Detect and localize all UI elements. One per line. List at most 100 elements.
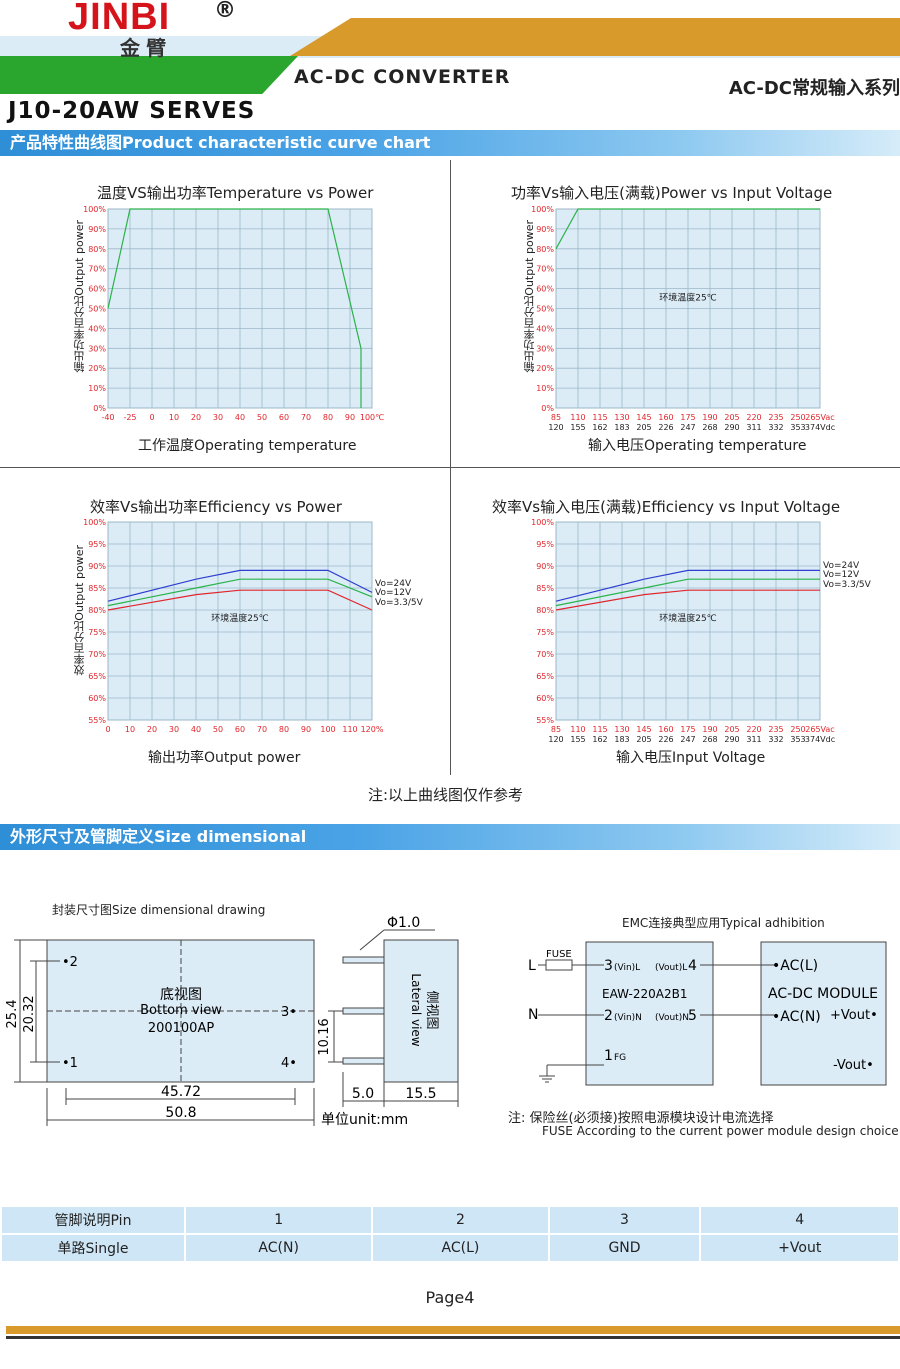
chart2-xlabel: 输入电压Operating temperature <box>588 438 807 454</box>
x-tick-label-ac: 130 <box>614 725 629 734</box>
chart-annotation: 环境温度25℃ <box>211 612 269 624</box>
header-title: AC-DC CONVERTER <box>294 66 511 88</box>
x-tick-label-dc: 155 <box>570 735 585 744</box>
y-tick-label: 70% <box>88 650 106 659</box>
chart2-svg: 0% 10% 20% 30% 40% 50% 60% 70% 80% 90% 100% 85 110 11… <box>531 205 835 432</box>
pin4-label: 4• <box>281 1056 297 1071</box>
emc-module-box <box>585 941 714 1086</box>
y-tick-label: 70% <box>536 650 554 659</box>
legend-entry: Vo=24V <box>823 561 860 571</box>
x-tick-label: 90 <box>345 413 355 422</box>
x-tick-label-ac: 110 <box>570 413 585 422</box>
table-cell: 单路Single <box>0 1233 186 1263</box>
footer-gold-line <box>6 1326 900 1334</box>
bottom-view-cn: 底视图 <box>160 987 202 1003</box>
page-number: Page4 <box>425 1288 475 1307</box>
x-tick-label: 30 <box>169 725 179 734</box>
x-tick-label: 50 <box>213 725 223 734</box>
chart3-title: 效率Vs输出功率Efficiency vs Power <box>90 498 342 516</box>
x-tick-label-ac: 190 <box>702 413 717 422</box>
x-tick-label: 100℃ <box>360 413 384 422</box>
y-tick-label: 30% <box>88 344 106 353</box>
y-tick-label: 55% <box>88 716 106 725</box>
pin1-sub: FG <box>614 1053 626 1063</box>
legend-entry: Vo=3.3/5V <box>375 598 424 608</box>
x-tick-label-ac: 235 <box>768 413 783 422</box>
pin5: 5 <box>688 1008 697 1024</box>
quadrant-divider-horizontal <box>0 467 900 468</box>
pin5-sub: (Vout)N <box>655 1013 689 1023</box>
series-line <box>555 578 820 607</box>
x-tick-label: 120% <box>361 725 384 734</box>
pin-table: 管脚说明Pin 1 2 3 4 单路Single AC(N) AC(L) GND… <box>0 1205 900 1263</box>
x-tick-label-ac: 115 <box>592 413 607 422</box>
x-tick-label-ac: 85 <box>551 413 561 422</box>
y-tick-label: 55% <box>536 716 554 725</box>
y-tick-label: 10% <box>536 384 554 393</box>
y-tick-label: 90% <box>536 225 554 234</box>
x-tick-label-dc: 332 <box>768 735 783 744</box>
section-dimension-header: 外形尺寸及管脚定义Size dimensional <box>0 824 900 850</box>
y-tick-label: 60% <box>536 694 554 703</box>
series-line <box>107 569 373 602</box>
x-tick-label-ac: 145 <box>636 413 651 422</box>
pin1: 1 <box>604 1048 613 1064</box>
chart4-xlabel: 输入电压Input Voltage <box>616 750 766 766</box>
y-tick-label: 90% <box>88 562 106 571</box>
x-tick-label-ac: 250 <box>790 725 805 734</box>
curve-note: 注:以上曲线图仅作参考 <box>368 786 524 804</box>
y-tick-label: 80% <box>88 606 106 615</box>
acdc-module-box <box>760 941 887 1086</box>
y-tick-label: 30% <box>536 344 554 353</box>
x-tick-label-ac: 175 <box>680 413 695 422</box>
y-tick-label: 75% <box>88 628 106 637</box>
pin2: 2 <box>604 1008 613 1024</box>
x-tick-label-dc: 226 <box>658 423 673 432</box>
x-tick-label: 20 <box>191 413 201 422</box>
pin3: 3 <box>604 958 613 974</box>
x-tick-label-ac: 190 <box>702 725 717 734</box>
x-tick-label: 20 <box>147 725 157 734</box>
header-gold-band <box>290 18 900 56</box>
y-tick-label: 40% <box>536 324 554 333</box>
lateral-view-en: Lateral view <box>409 973 423 1046</box>
vout-negative: -Vout• <box>833 1058 874 1073</box>
part-number: 200100AP <box>148 1021 215 1036</box>
chart4-title: 效率Vs输入电压(满载)Efficiency vs Input Voltage <box>492 498 841 516</box>
y-tick-label: 0% <box>93 404 106 413</box>
y-tick-label: 80% <box>536 606 554 615</box>
x-tick-label-dc: 353 <box>790 423 805 432</box>
unit-label: 单位unit:mm <box>321 1112 408 1128</box>
emc-diagram: L FUSE 3 (Vin)L (Vout)L 4 EAW-220A2B1 N … <box>528 941 887 1086</box>
chart1-xlabel: 工作温度Operating temperature <box>138 438 357 454</box>
x-tick-label: 0 <box>105 725 110 734</box>
legend-entry: Vo=24V <box>375 579 412 589</box>
pin2-sub: (Vin)N <box>614 1013 642 1023</box>
x-tick-label: 30 <box>213 413 223 422</box>
table-cell: AC(L) <box>371 1233 550 1263</box>
x-tick-label: 70 <box>301 413 311 422</box>
x-tick-label-dc: 226 <box>658 735 673 744</box>
x-tick-label-ac: 220 <box>746 413 761 422</box>
y-tick-label: 20% <box>536 364 554 373</box>
ac-n-label: •AC(N) <box>772 1009 821 1025</box>
x-tick-label-ac: 220 <box>746 725 761 734</box>
footer-dark-line <box>6 1336 900 1339</box>
pin1-label: •1 <box>62 1056 78 1071</box>
dimension-drawing: •2 •1 3• 4• 底视图 Bottom view 200100AP 25.… <box>5 915 459 1128</box>
dimension-drawing-title: 封装尺寸图Size dimensional drawing <box>52 903 266 917</box>
dim-50-8: 50.8 <box>165 1105 196 1121</box>
x-tick-label-dc: 353 <box>790 735 805 744</box>
y-tick-label: 60% <box>88 285 106 294</box>
x-tick-label-dc: 205 <box>636 423 651 432</box>
emc-title: EMC连接典型应用Typical adhibition <box>622 916 825 930</box>
table-cell: 4 <box>699 1205 900 1235</box>
x-tick-label: 90 <box>301 725 311 734</box>
pin3-sub: (Vin)L <box>614 963 640 973</box>
x-tick-label: 110 <box>342 725 357 734</box>
series-line <box>107 208 362 408</box>
x-tick-label: 70 <box>257 725 267 734</box>
emc-L: L <box>528 958 536 974</box>
table-cell: +Vout <box>699 1233 900 1263</box>
x-tick-label: 40 <box>191 725 201 734</box>
